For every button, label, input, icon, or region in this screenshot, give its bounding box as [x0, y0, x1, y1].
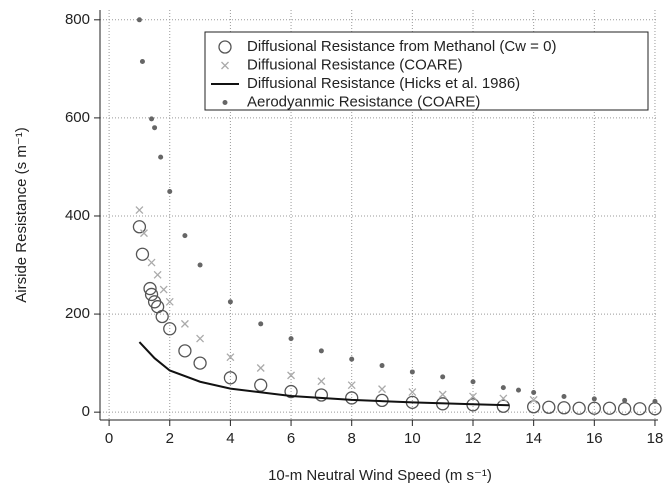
x-tick-label: 6: [287, 430, 295, 447]
y-tick-label: 200: [65, 305, 90, 322]
point: [193, 356, 207, 370]
point: [529, 395, 538, 404]
series-line: [138, 341, 510, 407]
point: [254, 378, 268, 392]
point: [469, 392, 477, 401]
legend-swatch: [222, 100, 228, 105]
y-tick-label: 600: [65, 109, 90, 126]
x-tick-label: 8: [348, 430, 356, 447]
point: [152, 125, 158, 131]
point: [470, 379, 476, 385]
legend-swatch: [221, 61, 229, 70]
point: [258, 321, 264, 327]
x-tick-label: 4: [226, 430, 234, 447]
point: [163, 322, 177, 336]
point: [135, 206, 144, 215]
x-tick-label: 18: [647, 430, 664, 447]
x-tick-label: 10: [404, 430, 421, 447]
point: [223, 371, 238, 385]
point: [159, 285, 168, 294]
point: [496, 399, 510, 413]
point: [622, 397, 628, 403]
point: [167, 188, 173, 194]
legend-label: Diffusional Resistance (Hicks et al. 198…: [247, 75, 520, 92]
point: [317, 377, 326, 386]
point: [314, 388, 329, 402]
point: [227, 299, 233, 305]
point: [165, 297, 174, 306]
point: [196, 334, 205, 343]
x-tick-label: 16: [586, 430, 603, 447]
point: [542, 400, 556, 414]
point: [158, 154, 164, 160]
y-axis-label: Airside Resistance (s m⁻¹): [13, 127, 30, 302]
point: [409, 369, 415, 375]
legend-box: [204, 31, 649, 111]
legend-label: Diffusional Resistance (COARE): [247, 56, 463, 73]
x-tick-label: 2: [166, 430, 174, 447]
point: [140, 229, 148, 238]
x-tick-label: 12: [465, 430, 482, 447]
point: [347, 381, 356, 390]
point: [136, 17, 142, 23]
point: [516, 387, 521, 393]
point: [197, 262, 203, 268]
point: [561, 393, 567, 399]
point: [135, 247, 150, 261]
point: [149, 116, 155, 122]
x-tick-label: 14: [525, 430, 542, 447]
point: [652, 398, 658, 404]
point: [557, 401, 571, 415]
point: [155, 309, 169, 324]
point: [288, 336, 294, 342]
point: [284, 384, 298, 399]
point: [182, 233, 188, 239]
point: [256, 364, 265, 372]
point: [139, 58, 145, 64]
point: [132, 220, 147, 234]
point: [349, 356, 355, 362]
point: [378, 385, 386, 394]
x-axis-label: 10-m Neutral Wind Speed (m s⁻¹): [268, 467, 492, 484]
y-tick-label: 400: [65, 207, 90, 224]
point: [318, 348, 324, 354]
point: [499, 394, 508, 403]
point: [633, 402, 647, 416]
point: [147, 258, 156, 267]
point: [226, 353, 235, 362]
point: [144, 287, 159, 302]
legend-label: Aerodyanmic Resistance (COARE): [247, 93, 480, 110]
point: [572, 401, 586, 415]
point: [531, 390, 537, 396]
point: [287, 371, 296, 380]
point: [408, 388, 417, 397]
point: [153, 270, 162, 279]
point: [438, 390, 447, 399]
point: [345, 391, 359, 405]
legend-swatch: [218, 40, 232, 54]
y-tick-label: 0: [82, 403, 90, 420]
legend-label: Diffusional Resistance from Methanol (Cw…: [247, 38, 556, 55]
point: [591, 396, 597, 402]
point: [500, 385, 506, 391]
y-tick-label: 800: [65, 11, 90, 28]
point: [602, 401, 617, 415]
point: [379, 363, 385, 369]
point: [178, 344, 192, 358]
point: [143, 281, 157, 296]
point: [587, 401, 601, 415]
point: [617, 402, 632, 416]
point: [440, 374, 446, 380]
x-tick-label: 0: [105, 430, 113, 447]
point: [180, 319, 189, 328]
